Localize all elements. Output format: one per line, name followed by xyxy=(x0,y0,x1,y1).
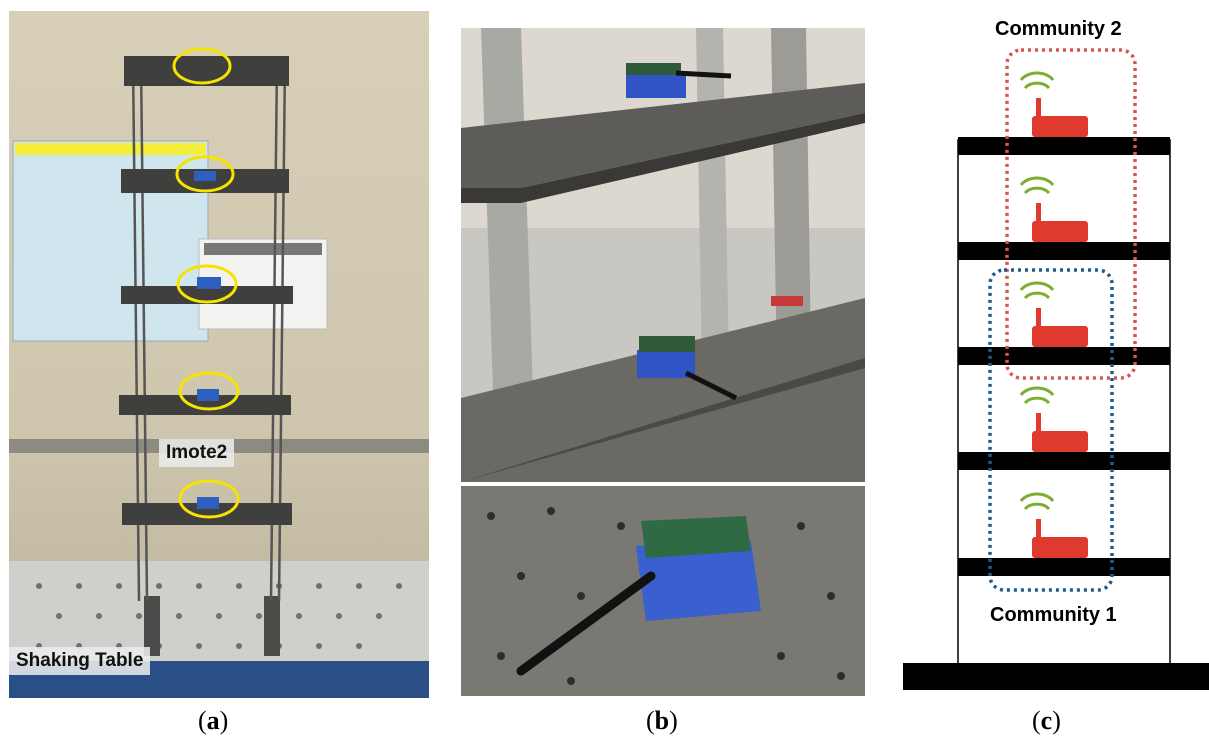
caption-a: (a) xyxy=(198,706,229,735)
caption-a-letter: a xyxy=(206,706,220,735)
floor-3 xyxy=(958,347,1170,365)
sensor-node-2 xyxy=(1019,386,1088,452)
panel-a-illustration xyxy=(9,11,429,698)
community-1-boundary xyxy=(988,268,1114,592)
ground-slab xyxy=(903,663,1209,690)
floor-2 xyxy=(958,452,1170,470)
panel-b-photo-bottom xyxy=(461,486,865,696)
community-2-boundary xyxy=(1005,48,1137,380)
sensor-node-3 xyxy=(1019,281,1088,347)
shaking-table-label: Shaking Table xyxy=(9,647,151,675)
floor-1 xyxy=(958,558,1170,576)
panel-c-schematic: Community 2 Community 1 xyxy=(900,0,1209,700)
caption-c-letter: c xyxy=(1040,706,1053,735)
caption-b: (b) xyxy=(646,706,678,735)
imote2-label: Imote2 xyxy=(159,439,235,467)
community-1-label: Community 1 xyxy=(990,604,1117,626)
floor-4 xyxy=(958,242,1170,260)
floor-5 xyxy=(958,137,1170,155)
sensor-node-4 xyxy=(1019,176,1088,242)
sensor-node-1 xyxy=(1019,492,1088,558)
community-2-label: Community 2 xyxy=(995,18,1122,40)
panel-b-photo-top xyxy=(461,28,865,482)
panel-b-top-illustration xyxy=(461,28,865,482)
panel-c-diagram xyxy=(903,48,1209,690)
building-outline xyxy=(957,139,1171,666)
sensor-node-5 xyxy=(1019,71,1088,137)
caption-b-letter: b xyxy=(654,706,670,735)
panel-b-bottom-illustration xyxy=(461,486,865,696)
caption-c: (c) xyxy=(1032,706,1061,735)
panel-a-photo: Imote2 Shaking Table xyxy=(9,11,429,698)
